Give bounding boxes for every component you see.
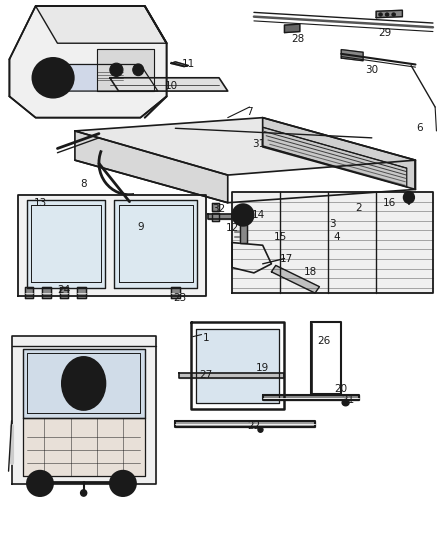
Ellipse shape [385,13,389,16]
Ellipse shape [39,64,67,91]
Text: 30: 30 [365,65,378,75]
Text: 4: 4 [334,232,340,243]
Text: 27: 27 [199,370,212,381]
Text: 13: 13 [33,198,46,208]
Ellipse shape [238,210,248,220]
Polygon shape [171,62,188,67]
Polygon shape [97,49,153,91]
Ellipse shape [379,13,382,16]
Ellipse shape [117,477,130,490]
Ellipse shape [48,73,58,83]
Polygon shape [77,287,86,298]
Polygon shape [263,118,416,189]
Text: 14: 14 [252,211,265,221]
Polygon shape [114,200,197,288]
Text: 6: 6 [417,123,423,133]
Polygon shape [272,265,319,293]
Text: 9: 9 [137,222,144,232]
Polygon shape [10,6,166,118]
Ellipse shape [233,204,254,225]
Ellipse shape [62,357,106,410]
Ellipse shape [403,191,414,203]
Polygon shape [42,287,51,298]
Text: 28: 28 [291,34,304,44]
Ellipse shape [27,471,53,496]
Polygon shape [232,192,433,293]
Text: 20: 20 [335,384,348,394]
Ellipse shape [110,471,136,496]
Text: 2: 2 [355,203,362,213]
Text: 1: 1 [203,333,209,343]
Polygon shape [285,24,300,33]
Text: 26: 26 [317,336,330,346]
Text: 19: 19 [256,362,269,373]
Ellipse shape [33,477,46,490]
Text: 24: 24 [57,286,71,295]
Polygon shape [376,10,403,18]
Polygon shape [208,214,232,219]
Polygon shape [196,329,279,402]
Polygon shape [60,287,68,298]
Polygon shape [25,287,33,298]
Text: 16: 16 [383,198,396,208]
Ellipse shape [71,368,97,399]
Polygon shape [75,131,228,203]
Polygon shape [175,421,315,427]
Ellipse shape [32,58,74,98]
Text: 23: 23 [173,293,186,303]
Text: 31: 31 [252,139,265,149]
Polygon shape [240,224,247,243]
Polygon shape [12,336,155,484]
Polygon shape [110,78,228,91]
Text: 7: 7 [246,107,253,117]
Ellipse shape [133,64,144,76]
Text: 17: 17 [280,254,293,263]
Text: 15: 15 [273,232,287,243]
Polygon shape [263,127,407,187]
Ellipse shape [110,63,123,76]
Text: 29: 29 [378,28,392,38]
Polygon shape [22,418,145,477]
Polygon shape [75,118,416,175]
Ellipse shape [258,427,263,432]
Text: 3: 3 [329,219,336,229]
Polygon shape [171,287,180,298]
Polygon shape [212,203,219,211]
Polygon shape [35,6,166,43]
Ellipse shape [392,13,396,16]
Polygon shape [44,64,158,91]
Text: 10: 10 [164,81,177,91]
Polygon shape [27,200,106,288]
Text: 5: 5 [233,214,240,224]
Ellipse shape [81,490,87,496]
Text: 22: 22 [247,421,261,431]
Polygon shape [179,373,285,378]
Text: 12: 12 [226,223,239,233]
Ellipse shape [79,378,88,389]
Polygon shape [18,195,206,296]
Polygon shape [22,349,145,418]
Polygon shape [212,213,219,221]
Ellipse shape [342,399,349,406]
Text: 8: 8 [80,179,87,189]
Polygon shape [341,50,363,61]
Text: 11: 11 [182,60,195,69]
Text: 32: 32 [212,204,226,214]
Text: 18: 18 [304,267,317,277]
Text: 21: 21 [341,395,354,406]
Polygon shape [263,395,359,400]
